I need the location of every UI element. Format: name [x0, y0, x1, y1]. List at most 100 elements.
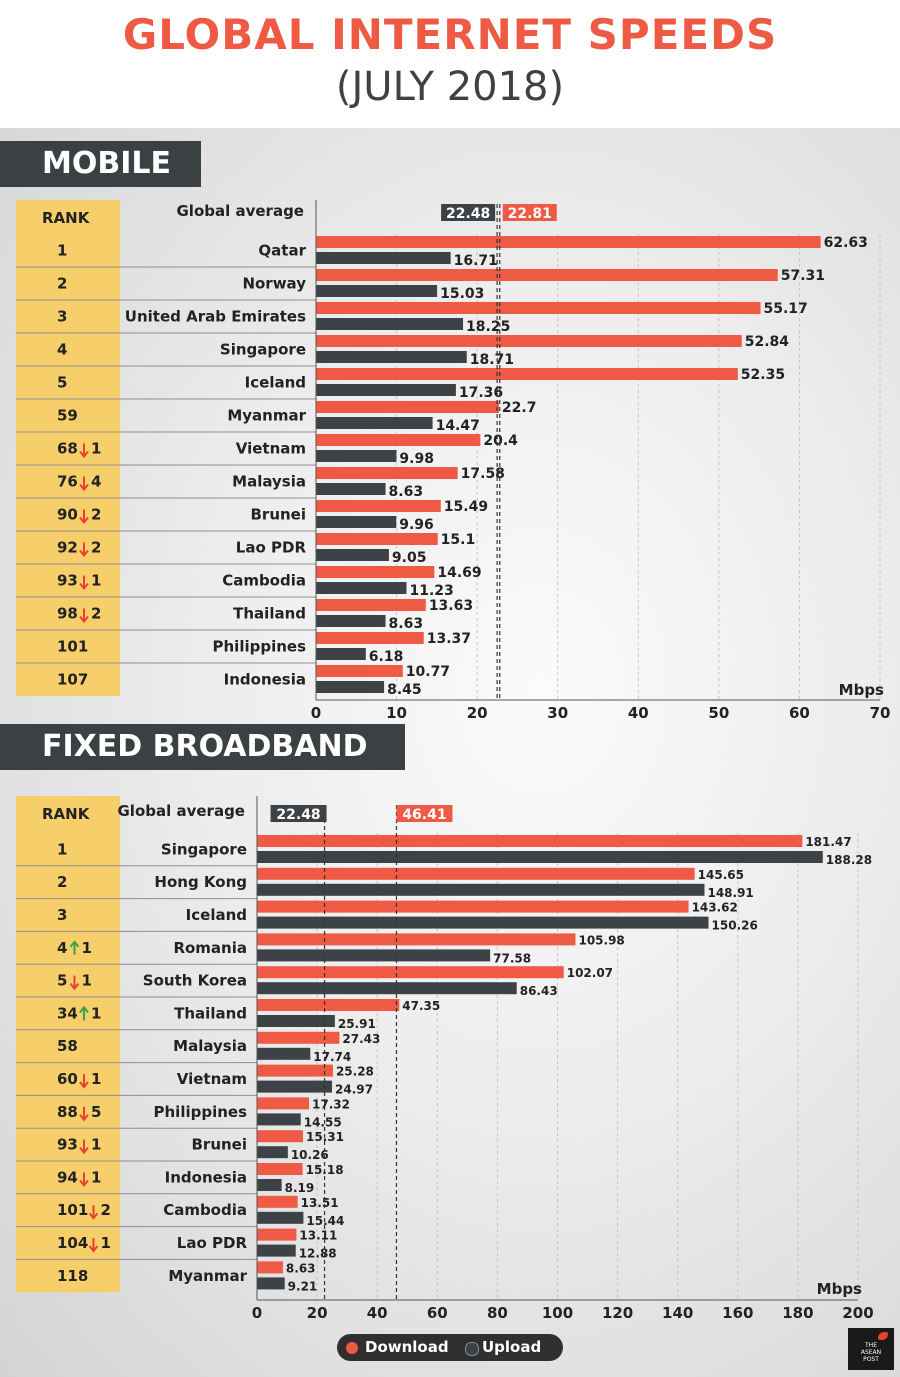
publisher-logo: THE ASEAN POST: [848, 1328, 894, 1370]
download-bar: [316, 368, 738, 380]
country-label: Philippines: [213, 638, 307, 656]
download-value-label: 145.65: [698, 868, 744, 882]
average-upload-chip: [270, 805, 327, 822]
country-label: Myanmar: [168, 1267, 247, 1285]
country-label: Brunei: [250, 506, 306, 524]
download-value-label: 102.07: [567, 966, 613, 980]
rank-down-arrow-icon: [79, 1074, 89, 1089]
x-tick-label: 140: [662, 1304, 693, 1322]
upload-value-label: 148.91: [707, 886, 753, 900]
upload-value-label: 12.88: [299, 1247, 337, 1261]
rank-change: 1: [91, 1168, 101, 1186]
legend-upload-label: Upload: [482, 1338, 542, 1356]
upload-value-label: 18.25: [466, 319, 510, 335]
country-label: Romania: [173, 939, 247, 957]
rank-value: 101: [57, 1201, 88, 1219]
rank-change: 1: [91, 1136, 101, 1154]
upload-value-label: 17.74: [313, 1050, 351, 1064]
x-tick-label: 180: [782, 1304, 813, 1322]
download-bar: [316, 467, 458, 479]
download-bar: [257, 966, 564, 979]
rank-value: 88: [57, 1103, 78, 1121]
download-value-label: 13.37: [427, 631, 471, 647]
upload-value-label: 188.28: [826, 853, 872, 867]
x-tick-label: 70: [870, 704, 891, 722]
upload-value-label: 9.21: [288, 1279, 318, 1293]
upload-bar: [257, 1179, 282, 1191]
legend: Download Upload: [337, 1334, 563, 1361]
download-bar: [257, 1228, 297, 1241]
rank-value: 107: [57, 671, 88, 689]
upload-value-label: 15.03: [440, 286, 484, 302]
upload-bar: [257, 883, 705, 896]
country-label: South Korea: [143, 972, 247, 990]
chart-title: GLOBAL INTERNET SPEEDS: [122, 10, 778, 59]
country-label: Singapore: [161, 840, 247, 858]
rank-value: 2: [57, 275, 67, 293]
country-label: Myanmar: [227, 407, 306, 425]
x-tick-label: 20: [467, 704, 488, 722]
upload-value-label: 14.47: [436, 418, 480, 434]
download-bar: [257, 1097, 310, 1110]
global-average-label: Global average: [177, 202, 305, 220]
upload-bar: [257, 949, 491, 962]
download-value-label: 105.98: [578, 933, 624, 947]
download-bar: [316, 236, 821, 248]
x-tick-label: 60: [427, 1304, 448, 1322]
download-value-label: 10.77: [406, 664, 450, 680]
download-bar: [316, 434, 481, 446]
upload-bar: [257, 1211, 304, 1224]
global-average-label: Global average: [118, 802, 246, 820]
download-bar: [257, 900, 689, 913]
rank-value: 93: [57, 1136, 78, 1154]
upload-bar: [316, 252, 451, 264]
country-label: Vietnam: [236, 440, 306, 458]
x-tick-label: 160: [722, 1304, 753, 1322]
rank-value: 2: [57, 873, 67, 891]
download-value-label: 47.35: [402, 999, 440, 1013]
upload-bar: [316, 516, 397, 528]
rank-up-arrow-icon: [69, 940, 80, 955]
rank-value: 58: [57, 1037, 78, 1055]
download-value-label: 55.17: [764, 301, 808, 317]
download-value-label: 13.11: [299, 1229, 337, 1243]
download-bar: [316, 401, 499, 413]
rank-down-arrow-icon: [79, 542, 89, 558]
rank-value: 3: [57, 906, 67, 924]
average-upload-chip: [441, 204, 496, 221]
rank-change: 1: [101, 1234, 111, 1252]
rank-change: 1: [82, 972, 92, 990]
upload-bar: [257, 1080, 333, 1093]
upload-bar: [316, 681, 385, 693]
rank-change: 5: [91, 1103, 101, 1121]
download-bar: [257, 1130, 304, 1143]
rank-change: 2: [91, 506, 101, 524]
rank-value: 5: [57, 972, 67, 990]
country-label: Thailand: [233, 605, 306, 623]
upload-bar: [257, 1047, 311, 1060]
download-bar: [257, 1064, 333, 1077]
upload-bar: [316, 417, 433, 429]
download-bar: [316, 500, 441, 512]
download-bar: [316, 599, 426, 611]
country-label: Hong Kong: [154, 873, 247, 891]
country-label: Malaysia: [232, 473, 306, 491]
upload-bar: [316, 384, 456, 396]
download-bar: [257, 1031, 340, 1044]
x-tick-label: 200: [842, 1304, 873, 1322]
rank-value: 68: [57, 440, 78, 458]
upload-value-label: 8.63: [389, 616, 424, 632]
upload-bar: [316, 582, 407, 594]
rank-change: 1: [82, 939, 92, 957]
download-bar: [257, 933, 576, 946]
x-tick-label: 60: [789, 704, 810, 722]
rank-down-arrow-icon: [88, 1238, 99, 1253]
header: GLOBAL INTERNET SPEEDS (JULY 2018): [0, 0, 900, 128]
upload-bar: [257, 851, 823, 863]
download-value-label: 52.84: [745, 334, 790, 350]
rank-value: 93: [57, 572, 78, 590]
average-upload-value: 22.48: [446, 206, 490, 222]
download-bar: [316, 566, 435, 578]
rank-up-arrow-icon: [79, 1005, 89, 1021]
